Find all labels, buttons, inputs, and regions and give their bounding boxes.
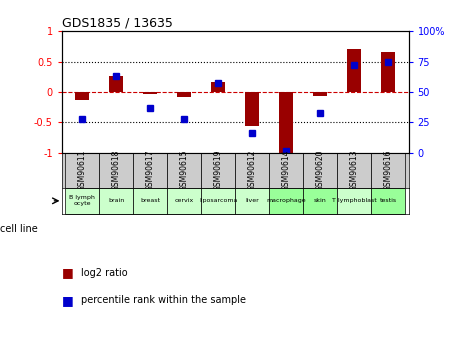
Text: liver: liver xyxy=(245,198,259,203)
Bar xyxy=(65,153,99,188)
Bar xyxy=(245,92,259,126)
Bar xyxy=(133,153,167,188)
Bar xyxy=(303,188,337,214)
Text: ■: ■ xyxy=(62,266,74,279)
Text: brain: brain xyxy=(108,198,124,203)
Text: GSM90620: GSM90620 xyxy=(315,150,324,191)
Text: GSM90612: GSM90612 xyxy=(247,150,257,191)
Text: testis: testis xyxy=(380,198,397,203)
Bar xyxy=(211,82,225,92)
Text: GSM90619: GSM90619 xyxy=(214,150,223,191)
Text: GSM90611: GSM90611 xyxy=(77,150,86,191)
Bar xyxy=(133,188,167,214)
Bar xyxy=(201,188,235,214)
Bar xyxy=(314,92,327,96)
Text: GSM90615: GSM90615 xyxy=(180,150,189,191)
Bar xyxy=(76,92,89,100)
Bar xyxy=(177,92,191,97)
Text: cell line: cell line xyxy=(0,225,38,234)
Bar xyxy=(167,153,201,188)
Text: GSM90614: GSM90614 xyxy=(282,150,291,191)
Bar xyxy=(65,188,99,214)
Text: liposarcoma: liposarcoma xyxy=(199,198,238,203)
Bar xyxy=(337,153,371,188)
Bar xyxy=(235,188,269,214)
Text: cervix: cervix xyxy=(174,198,194,203)
Bar xyxy=(99,188,133,214)
Text: percentile rank within the sample: percentile rank within the sample xyxy=(81,295,246,305)
Text: ■: ■ xyxy=(62,294,74,307)
Text: GSM90613: GSM90613 xyxy=(350,150,359,191)
Bar xyxy=(303,153,337,188)
Bar xyxy=(279,92,293,154)
Text: GSM90616: GSM90616 xyxy=(384,150,393,191)
Bar xyxy=(109,76,123,92)
Text: T lymphoblast: T lymphoblast xyxy=(332,198,377,203)
Bar xyxy=(337,188,371,214)
Text: GSM90617: GSM90617 xyxy=(146,150,155,191)
Text: log2 ratio: log2 ratio xyxy=(81,268,127,277)
Text: breast: breast xyxy=(140,198,160,203)
Text: GSM90618: GSM90618 xyxy=(112,150,121,191)
Bar xyxy=(269,153,303,188)
Text: skin: skin xyxy=(314,198,326,203)
Bar xyxy=(269,188,303,214)
Bar xyxy=(381,52,395,92)
Bar xyxy=(143,92,157,95)
Bar xyxy=(371,153,405,188)
Bar xyxy=(167,188,201,214)
Bar xyxy=(347,49,361,92)
Bar xyxy=(371,188,405,214)
Bar xyxy=(201,153,235,188)
Bar xyxy=(235,153,269,188)
Text: B lymph
ocyte: B lymph ocyte xyxy=(69,195,95,206)
Bar xyxy=(99,153,133,188)
Text: GDS1835 / 13635: GDS1835 / 13635 xyxy=(62,17,172,30)
Text: macrophage: macrophage xyxy=(266,198,306,203)
